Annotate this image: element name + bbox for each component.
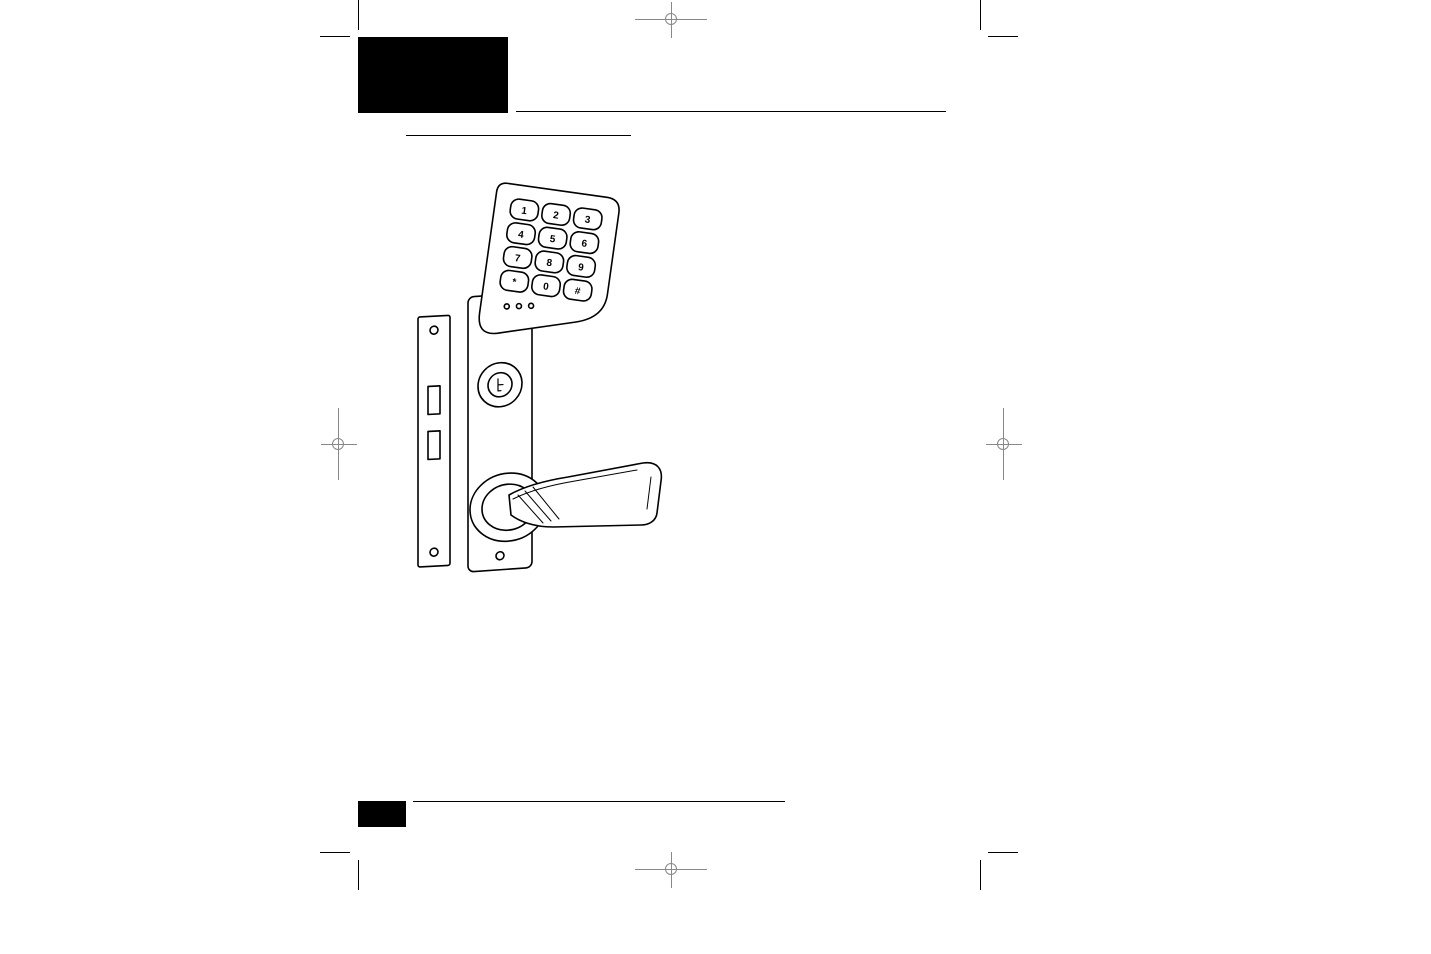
lock-illustration: 1 2 3 4 5 6 7 8 9 * 0 # — [413, 177, 713, 577]
manual-page: 1 2 3 4 5 6 7 8 9 * 0 # — [358, 37, 946, 827]
page-footer — [358, 801, 946, 827]
strike-plate — [418, 315, 450, 567]
header-tab-block — [358, 37, 508, 113]
subhead-rule — [406, 135, 631, 136]
footer-rule — [413, 801, 785, 802]
footer-page-block — [358, 801, 406, 827]
header-rule — [516, 111, 946, 112]
keypad-housing: 1 2 3 4 5 6 7 8 9 * 0 # — [477, 182, 621, 349]
page-header — [358, 37, 946, 113]
